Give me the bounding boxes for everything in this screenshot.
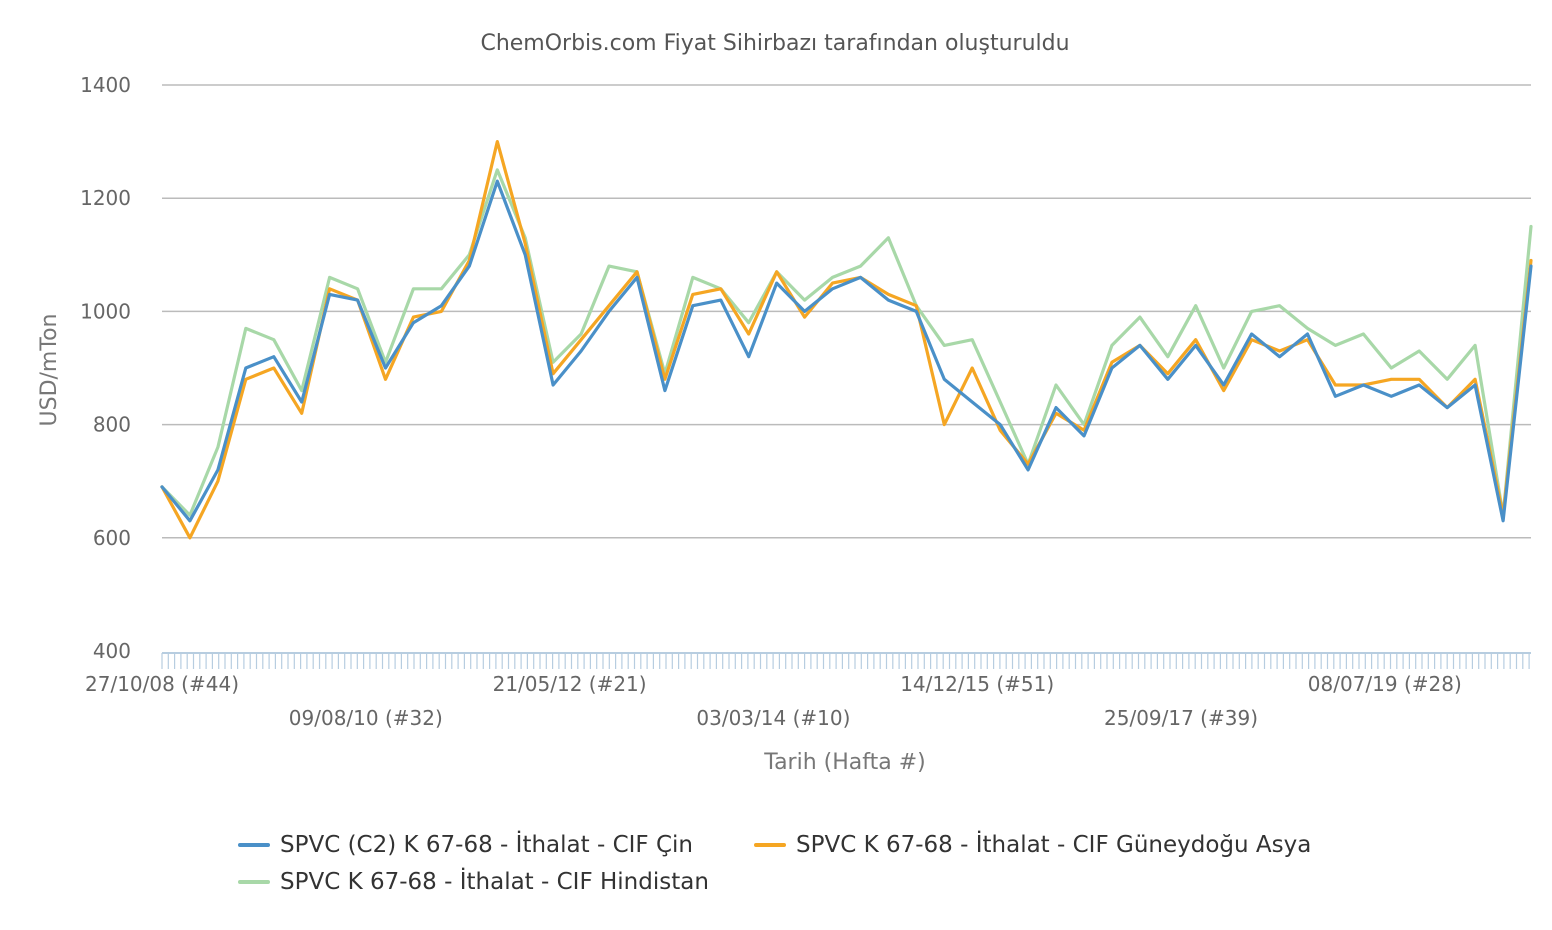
y-axis-title: USD/mTon — [37, 314, 62, 427]
series-lines — [160, 140, 1533, 540]
legend-label-china: SPVC (C2) K 67-68 - İthalat - CIF Çin — [280, 832, 693, 858]
series-line — [160, 140, 1533, 540]
legend-item-india[interactable]: SPVC K 67-68 - İthalat - CIF Hindistan — [238, 869, 709, 895]
x-tick-labels: 27/10/08 (#44) 09/08/10 (#32) 21/05/12 (#2… — [85, 672, 1462, 730]
y-tick-label: 1400 — [80, 73, 131, 97]
x-tick-label: 09/08/10 (#32) — [289, 706, 443, 730]
legend-item-southeast-asia[interactable]: SPVC K 67-68 - İthalat - CIF Güneydoğu A… — [754, 832, 1311, 858]
x-tick-label: 27/10/08 (#44) — [85, 672, 239, 696]
chart-title: ChemOrbis.com Fiyat Sihirbazı tarafından… — [480, 31, 1069, 56]
legend-swatch-india — [238, 880, 270, 884]
legend-swatch-southeast-asia — [754, 843, 786, 847]
y-tick-label: 1200 — [80, 186, 131, 210]
x-minor-ticks — [161, 652, 1531, 669]
x-tick-label: 21/05/12 (#21) — [493, 672, 647, 696]
legend-item-china[interactable]: SPVC (C2) K 67-68 - İthalat - CIF Çin — [238, 832, 693, 858]
legend-label-southeast-asia: SPVC K 67-68 - İthalat - CIF Güneydoğu A… — [796, 832, 1312, 858]
y-tick-labels: 1400 1200 1000 800 600 400 — [80, 73, 131, 663]
series-line — [160, 168, 1533, 517]
legend-swatch-china — [238, 843, 270, 847]
gridlines — [162, 84, 1531, 539]
series-line — [160, 179, 1533, 523]
x-axis-title: Tarih (Hafta #) — [763, 750, 925, 775]
y-tick-label: 800 — [93, 413, 131, 437]
x-tick-label: 14/12/15 (#51) — [900, 672, 1054, 696]
x-tick-label: 25/09/17 (#39) — [1104, 706, 1258, 730]
x-tick-label: 08/07/19 (#28) — [1308, 672, 1462, 696]
y-tick-label: 1000 — [80, 299, 131, 323]
y-tick-label: 600 — [93, 526, 131, 550]
y-tick-label: 400 — [93, 639, 131, 663]
legend-label-india: SPVC K 67-68 - İthalat - CIF Hindistan — [280, 869, 709, 895]
x-tick-label: 03/03/14 (#10) — [696, 706, 850, 730]
